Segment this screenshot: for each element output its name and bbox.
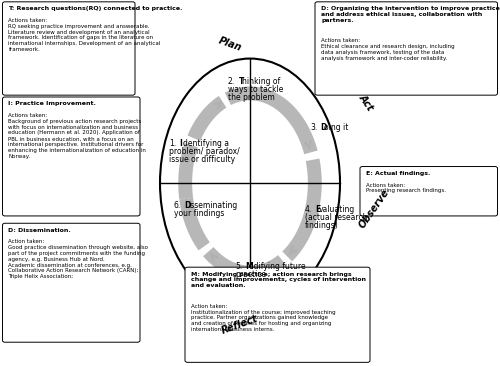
Text: issue or difficulty: issue or difficulty [169,155,235,164]
Text: valuating: valuating [319,205,355,214]
Text: 3.: 3. [310,123,318,132]
FancyBboxPatch shape [2,223,140,342]
Text: 5.: 5. [235,262,242,271]
Text: problem/ paradox/: problem/ paradox/ [169,147,240,156]
Text: the problem: the problem [228,93,275,102]
Text: D: D [320,123,327,132]
Text: (actual research: (actual research [305,213,368,222]
Text: hinking of: hinking of [242,77,280,86]
FancyBboxPatch shape [2,2,135,95]
Text: dentifying a: dentifying a [183,139,229,148]
Text: odifying future: odifying future [249,262,306,271]
Text: 4.: 4. [305,205,312,214]
Text: 6.: 6. [174,201,181,210]
Text: Act: Act [358,92,376,113]
Text: your findings: your findings [174,209,224,219]
Text: M: Modifying practice; action research brings
change and improvements, cycles of: M: Modifying practice; action research b… [191,272,366,288]
Text: Actions taken:
Presenting research findings.: Actions taken: Presenting research findi… [366,183,446,194]
Text: Action taken:
Good practice dissemination through website, also
part of the proj: Action taken: Good practice disseminatio… [8,239,148,279]
FancyBboxPatch shape [315,2,498,95]
Text: isseminating: isseminating [188,201,238,210]
Text: practice: practice [235,270,266,279]
Text: findings): findings) [305,221,339,230]
Text: Action taken:
Institutionalization of the course; improved teaching
practice. Pa: Action taken: Institutionalization of th… [191,304,336,332]
Text: Actions taken:
Background of previous action research projects
with focus on int: Actions taken: Background of previous ac… [8,113,146,159]
Text: T: Research questions(RQ) connected to practice.: T: Research questions(RQ) connected to p… [8,6,183,11]
Text: M: M [246,262,254,271]
Text: I: I [180,139,182,148]
Text: Reflect: Reflect [220,313,260,335]
Text: ways to tackle: ways to tackle [228,85,283,94]
FancyBboxPatch shape [2,97,140,216]
FancyBboxPatch shape [360,167,498,216]
Text: Plan: Plan [217,36,243,53]
Text: T: T [238,77,244,86]
Text: Actions taken:
RQ seeking practice improvement and answerable.
Literature review: Actions taken: RQ seeking practice impro… [8,18,161,52]
Text: 2.: 2. [228,77,235,86]
Text: I: Practice Improvement.: I: Practice Improvement. [8,101,96,107]
Text: Observe: Observe [358,187,392,230]
Text: D: Organizing the intervention to improve practice
and address ethical issues, c: D: Organizing the intervention to improv… [321,6,500,23]
Text: oing it: oing it [324,123,348,132]
Text: 1.: 1. [169,139,176,148]
Text: D: D [184,201,191,210]
Text: E: Actual findings.: E: Actual findings. [366,171,430,176]
Text: E: E [316,205,321,214]
Text: Actions taken:
Ethical clearance and research design, including
data analysis fr: Actions taken: Ethical clearance and res… [321,38,454,61]
Text: D: Dissemination.: D: Dissemination. [8,228,72,233]
FancyBboxPatch shape [185,267,370,362]
